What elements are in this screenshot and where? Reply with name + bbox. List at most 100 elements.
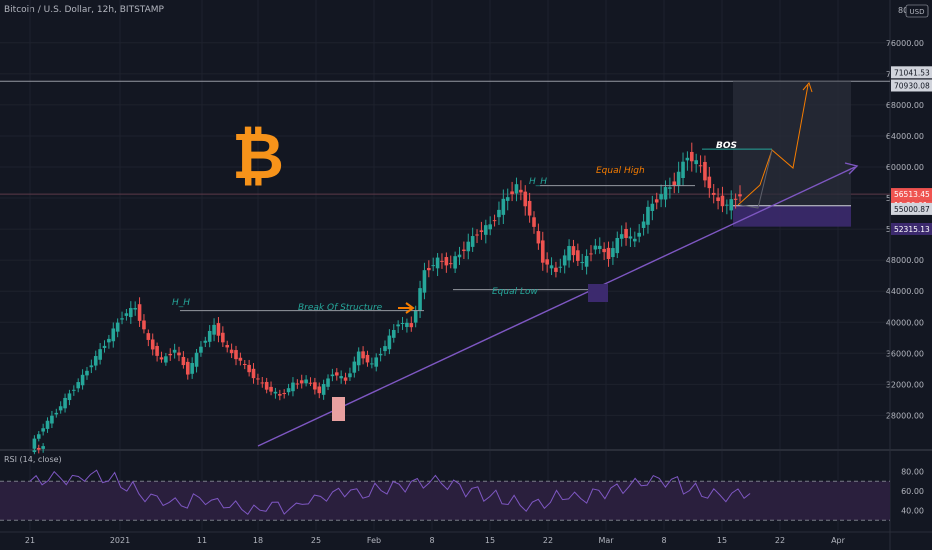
price-tag-71041: 71041.53 — [894, 68, 930, 77]
candle-body — [80, 374, 85, 386]
candle-body — [286, 388, 291, 393]
candle-body — [641, 221, 646, 228]
candle-body — [41, 446, 45, 449]
symbol-header[interactable]: Bitcoin / U.S. Dollar, 12h, BITSTAMP — [4, 5, 164, 15]
candle-body — [348, 373, 352, 378]
time-tick-label: 18 — [253, 536, 263, 545]
candle-body — [146, 333, 151, 340]
projection-arrowhead — [802, 82, 813, 93]
candle-body — [269, 386, 273, 392]
candle-body — [536, 231, 541, 244]
demand-zone — [733, 205, 851, 227]
time-tick-label: 15 — [485, 536, 495, 545]
candle-body — [361, 351, 365, 359]
candle-body — [107, 338, 111, 343]
candle-body — [470, 236, 475, 247]
rsi-tick-label: 80.00 — [901, 468, 924, 477]
break-of-structure-label: Break Of Structure — [298, 303, 383, 313]
candle-body — [519, 189, 523, 193]
candle-body — [527, 200, 532, 216]
candle-body — [663, 187, 668, 200]
candle-body — [576, 250, 580, 261]
orange-arrow-icon — [398, 302, 415, 314]
candle-body — [291, 382, 295, 392]
candle-body — [93, 356, 98, 366]
candle-body — [172, 349, 177, 353]
candle-body — [199, 346, 203, 353]
candle-body — [159, 357, 164, 360]
candle-body — [229, 349, 234, 354]
candle-body — [637, 232, 641, 237]
candle-body — [185, 361, 190, 375]
candle-body — [339, 376, 343, 379]
candle-body — [216, 323, 221, 336]
price-scale-top-label: 80 — [898, 6, 908, 15]
candle-body — [589, 253, 593, 255]
candle-body — [370, 363, 374, 365]
candle-body — [343, 377, 348, 381]
candle-body — [378, 353, 383, 356]
candle-body — [654, 199, 659, 203]
candle-body — [532, 217, 536, 227]
candle-body — [273, 391, 278, 394]
equal-high-label: Equal High — [596, 166, 645, 176]
bitcoin-symbol: ₿ — [232, 120, 284, 194]
candle-body — [707, 176, 712, 189]
candle-body — [448, 263, 453, 265]
candle-body — [606, 247, 611, 259]
candles — [32, 142, 742, 455]
price-tag-52315-bg — [891, 222, 932, 235]
candle-body — [558, 266, 563, 268]
candle-body — [422, 270, 427, 293]
candle-body — [681, 161, 685, 179]
candle-body — [129, 308, 133, 318]
projection-path-grey — [739, 149, 773, 209]
price-tick-label: 28000.00 — [886, 411, 924, 420]
candle-body — [203, 340, 208, 343]
candle-body — [36, 434, 41, 439]
time-tick-label: Mar — [598, 536, 614, 545]
candle-body — [400, 323, 405, 325]
candle-body — [409, 323, 414, 328]
equal-low-label: Equal Low — [492, 287, 539, 297]
uptrend-line — [257, 166, 856, 447]
candle-body — [668, 187, 672, 189]
projection-box — [733, 81, 851, 206]
candle-body — [194, 352, 199, 367]
candle-body — [562, 255, 567, 266]
price-tick-label: 36000.00 — [886, 349, 924, 358]
candle-body — [738, 194, 742, 197]
candle-body — [295, 383, 300, 385]
candle-body — [484, 225, 488, 235]
candle-body — [650, 203, 655, 211]
candle-body — [711, 192, 716, 195]
candle-body — [155, 346, 159, 356]
candle-body — [251, 368, 256, 379]
candle-body — [374, 357, 379, 367]
candle-body — [413, 310, 418, 323]
candle-body — [602, 248, 606, 253]
candle-body — [703, 161, 707, 181]
candle-body — [36, 447, 41, 450]
hh-right-label: H_H — [529, 177, 547, 187]
candle-body — [221, 332, 225, 343]
candle-body — [63, 397, 67, 409]
candle-body — [510, 191, 514, 195]
candle-body — [98, 349, 102, 360]
candle-body — [435, 257, 440, 269]
candle-body — [497, 209, 501, 218]
candle-body — [225, 344, 230, 348]
hh-left-label: H_H — [172, 298, 190, 308]
price-tag-current: 56513.45 — [894, 190, 930, 199]
candle-body — [111, 328, 116, 342]
candle-body — [466, 241, 471, 252]
price-tag-55000-bg — [891, 202, 932, 215]
candle-body — [387, 335, 392, 350]
candle-body — [396, 324, 400, 327]
candle-body — [453, 256, 457, 269]
candle-body — [628, 236, 633, 239]
time-tick-label: 8 — [429, 536, 434, 545]
candle-body — [168, 353, 173, 356]
candle-body — [89, 365, 94, 368]
